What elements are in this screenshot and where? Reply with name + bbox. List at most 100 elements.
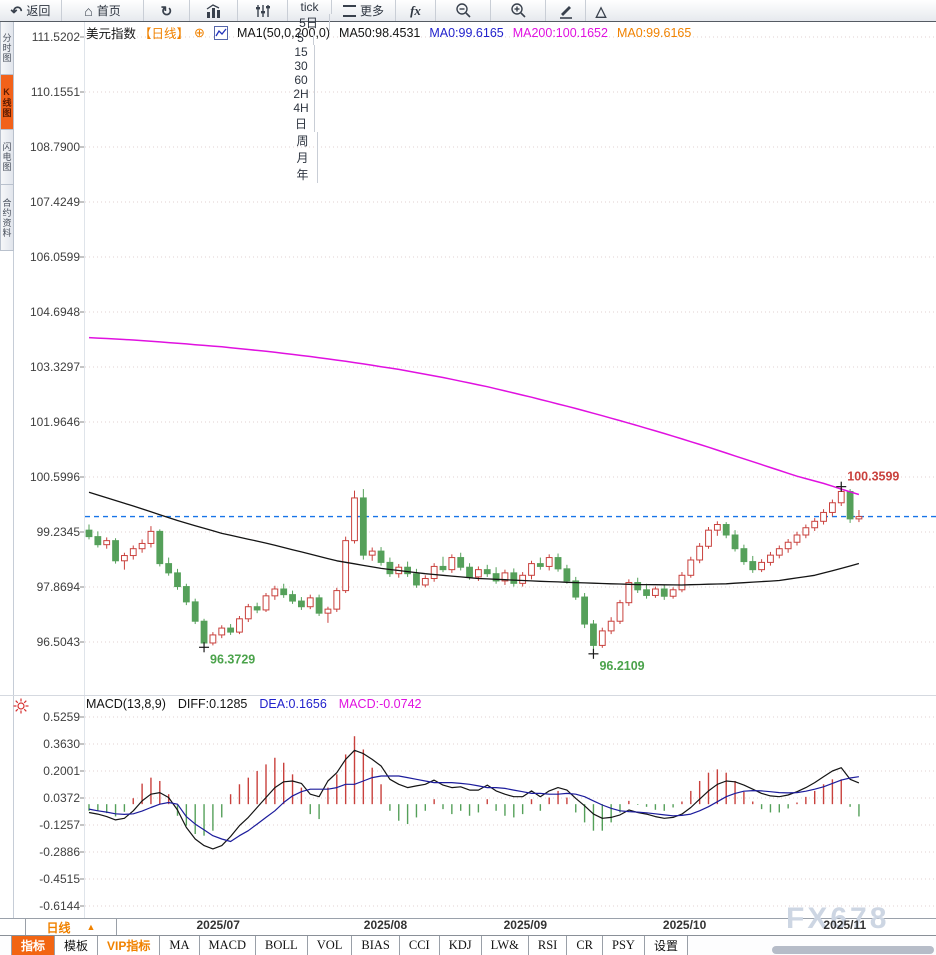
svg-text:2025/11: 2025/11 — [823, 918, 866, 932]
back-button[interactable]: ↶ 返回 — [0, 0, 62, 21]
period-button-5日[interactable]: 5日 — [288, 14, 330, 31]
macd-value: MACD:-0.0742 — [338, 697, 422, 711]
pencil-icon — [559, 5, 572, 19]
period-button-4H[interactable]: 4H — [288, 101, 315, 115]
svg-text:104.6948: 104.6948 — [30, 305, 80, 319]
period-selector[interactable]: 日线 ▲ — [25, 918, 117, 936]
zoom-out-button[interactable] — [436, 0, 491, 21]
indicator-tab-MA[interactable]: MA — [160, 936, 200, 955]
svg-text:103.3297: 103.3297 — [30, 360, 80, 374]
home-label: 首页 — [96, 4, 121, 18]
svg-text:FX678: FX678 — [786, 902, 889, 935]
period-button-2H[interactable]: 2H — [288, 87, 315, 101]
dropdown-up-icon: ▲ — [86, 922, 96, 932]
svg-text:0.2001: 0.2001 — [43, 764, 80, 778]
svg-text:96.2109: 96.2109 — [599, 659, 644, 673]
svg-text:100.5996: 100.5996 — [30, 470, 80, 484]
top-toolbar: ↶ 返回 ⌂ 首页 ↻ tick 5日 5 15 30 60 2H 4H 日周月年 — [0, 0, 936, 183]
indicator-tab-KDJ[interactable]: KDJ — [439, 936, 482, 955]
shapes-button[interactable]: △ — [586, 0, 616, 21]
instrument-name: 美元指数 — [86, 27, 137, 41]
svg-text:2025/09: 2025/09 — [504, 918, 548, 932]
refresh-button[interactable]: ↻ — [144, 0, 190, 21]
circled-plus-icon[interactable]: ⊕ — [194, 24, 205, 40]
indicator-tab-PSY[interactable]: PSY — [603, 936, 645, 955]
period-buttons: tick 5日 5 15 30 60 2H 4H 日周月年 — [288, 0, 332, 183]
side-tab-timeshare[interactable]: 分时图 — [0, 22, 14, 75]
indicator-sliders-button[interactable] — [238, 0, 288, 21]
menu-icon — [342, 4, 356, 17]
back-icon: ↶ — [10, 2, 23, 19]
ma-param: MA1(50,0,200,0) — [236, 25, 331, 40]
svg-text:108.7900: 108.7900 — [30, 140, 80, 154]
indicator-tab-CCI[interactable]: CCI — [399, 936, 440, 955]
svg-text:97.8694: 97.8694 — [37, 580, 81, 594]
back-label: 返回 — [26, 4, 51, 18]
bar-chart-icon — [206, 3, 220, 18]
macd-dea-value: DEA:0.1656 — [259, 697, 327, 711]
indicator-tab-VIP指标[interactable]: VIP指标 — [98, 936, 161, 955]
triangle-icon: △ — [595, 2, 607, 19]
macd-param: MACD(13,8,9) — [86, 697, 166, 711]
ma0-blue-value: MA0:99.6165 — [429, 25, 504, 40]
indicator-settings-icon[interactable] — [13, 698, 29, 719]
ma50-value: MA50:98.4531 — [339, 25, 421, 40]
fx-icon: fx — [410, 2, 421, 18]
home-button[interactable]: ⌂ 首页 — [62, 0, 144, 21]
svg-text:0.3630: 0.3630 — [43, 737, 80, 751]
svg-text:106.0599: 106.0599 — [30, 250, 80, 264]
svg-text:100.3599: 100.3599 — [847, 470, 899, 484]
side-tab-strip: 分时图 K线图 闪电图 合约资料 — [0, 22, 14, 251]
period-button-5[interactable]: 5 — [288, 31, 314, 45]
svg-text:2025/10: 2025/10 — [663, 918, 707, 932]
svg-text:-0.6144: -0.6144 — [39, 899, 80, 913]
chart-title-row: 美元指数 【日线】 ⊕ MA1(50,0,200,0) MA50:98.4531… — [86, 24, 692, 42]
side-tab-lightning[interactable]: 闪电图 — [0, 130, 14, 185]
indicator-tab-RSI[interactable]: RSI — [528, 936, 568, 955]
indicator-tab-LW&[interactable]: LW& — [481, 936, 529, 955]
indicator-tab-VOL[interactable]: VOL — [307, 936, 353, 955]
period-button-30[interactable]: 30 — [288, 59, 315, 73]
period-button-周[interactable]: 周 — [288, 132, 318, 149]
tabbar-spacer — [0, 936, 12, 955]
more-label: 更多 — [359, 4, 384, 18]
period-button-60[interactable]: 60 — [288, 73, 315, 87]
bar-chart-button[interactable] — [190, 0, 238, 21]
indicator-tab-CR[interactable]: CR — [567, 936, 604, 955]
indicator-tab-模板[interactable]: 模板 — [55, 936, 99, 955]
svg-text:-0.2886: -0.2886 — [39, 845, 80, 859]
period-button-月[interactable]: 月 — [288, 149, 318, 166]
svg-text:2025/07: 2025/07 — [197, 918, 241, 932]
ma0-orange-value: MA0:99.6165 — [616, 25, 692, 40]
period-selector-label: 日线 — [46, 920, 71, 935]
h-scrollbar-thumb[interactable] — [772, 946, 934, 954]
mini-chart-icon[interactable] — [213, 25, 228, 40]
macd-title-row: MACD(13,8,9) DIFF:0.1285 DEA:0.1656 MACD… — [86, 697, 421, 711]
indicator-tabbar: 指标 模板 VIP指标 MA MACD BOLL VOL BIAS CCI KDJ LW& RSI CR… — [0, 935, 936, 955]
refresh-icon: ↻ — [160, 2, 173, 19]
svg-text:111.5202: 111.5202 — [32, 30, 81, 44]
zoom-out-icon — [455, 3, 471, 18]
svg-text:96.3729: 96.3729 — [210, 652, 255, 666]
svg-text:-0.4515: -0.4515 — [39, 872, 80, 886]
svg-text:96.5043: 96.5043 — [37, 635, 81, 649]
more-button[interactable]: 更多 — [332, 0, 396, 21]
indicator-tab-设置[interactable]: 设置 — [644, 936, 688, 955]
period-button-tick[interactable]: tick — [288, 0, 332, 14]
indicator-tab-BOLL[interactable]: BOLL — [256, 936, 308, 955]
indicator-tab-BIAS[interactable]: BIAS — [352, 936, 400, 955]
side-tab-contract-info[interactable]: 合约资料 — [0, 185, 14, 251]
ma200-value: MA200:100.1652 — [512, 25, 608, 40]
indicator-tab-MACD[interactable]: MACD — [199, 936, 257, 955]
zoom-in-button[interactable] — [491, 0, 546, 21]
home-icon: ⌂ — [84, 2, 93, 19]
period-button-年[interactable]: 年 — [288, 166, 318, 183]
draw-button[interactable] — [546, 0, 586, 21]
side-tab-kline[interactable]: K线图 — [0, 75, 14, 130]
period-button-15[interactable]: 15 — [288, 45, 315, 59]
period-button-日[interactable]: 日 — [288, 115, 315, 132]
svg-text:2025/08: 2025/08 — [364, 918, 408, 932]
fx-indicator-button[interactable]: fx — [396, 0, 436, 21]
indicator-tab-指标[interactable]: 指标 — [12, 936, 56, 955]
